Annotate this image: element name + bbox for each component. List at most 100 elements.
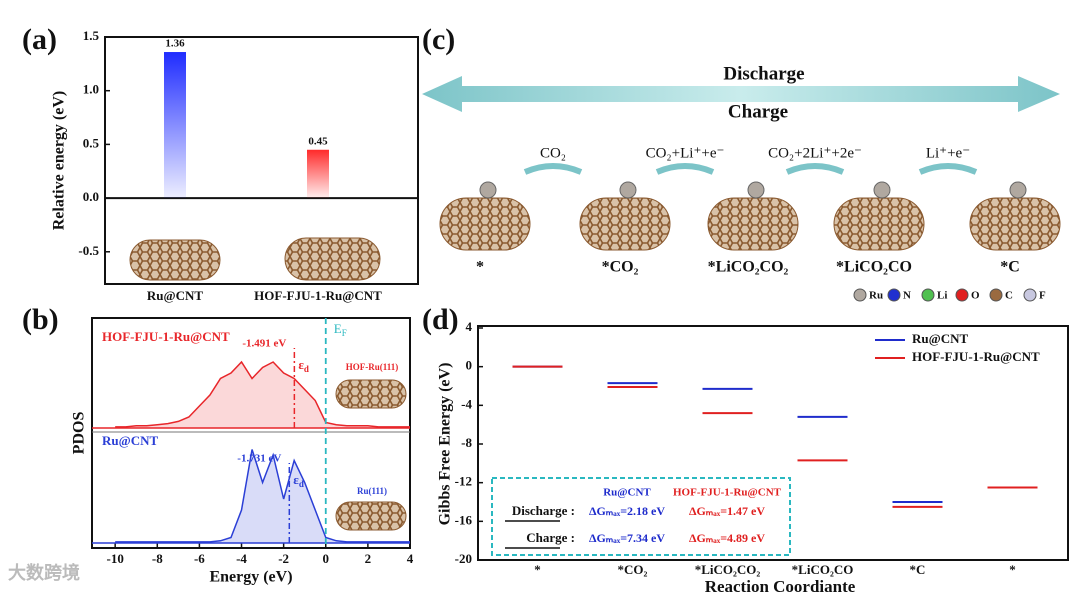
x-tick-label: * xyxy=(534,562,541,577)
inset-row-label: Charge : xyxy=(526,530,575,545)
legend-label: HOF-FJU-1-Ru@CNT xyxy=(912,349,1040,364)
symbol: ε xyxy=(298,357,304,372)
nanotube xyxy=(129,239,221,281)
nanotube xyxy=(284,237,381,281)
nanotube xyxy=(335,379,407,409)
value-label: 1.36 xyxy=(165,38,185,50)
double-arrow xyxy=(422,76,1060,112)
x-tick-label: *LiCO₂CO₂ xyxy=(695,562,761,577)
inset-row-label: Discharge : xyxy=(512,503,575,518)
d-band-symbol: εd xyxy=(298,357,309,374)
symbol: E xyxy=(334,321,342,336)
state-label: * xyxy=(476,259,484,276)
nanotube xyxy=(335,501,407,531)
y-tick-label: -8 xyxy=(461,435,472,450)
nanotube xyxy=(969,197,1061,251)
atom-label: O xyxy=(971,290,980,302)
adsorbate xyxy=(747,181,765,199)
atom-label: F xyxy=(1039,290,1046,302)
arrow-label: Discharge xyxy=(723,63,804,84)
state-label: *LiCO₂CO xyxy=(836,259,912,276)
step-arrow xyxy=(523,163,583,175)
step-arrow xyxy=(655,163,715,175)
nanotube xyxy=(707,197,799,251)
arrow-label: Charge xyxy=(728,101,788,122)
step-label: CO₂+Li⁺+e⁻ xyxy=(646,145,725,161)
y-tick-label: -0.5 xyxy=(78,243,99,258)
symbol: ε xyxy=(293,472,299,487)
adsorbate xyxy=(479,181,497,199)
inset-cell: ΔGₘₐₓ=2.18 eV xyxy=(589,504,665,518)
fermi-label: EF xyxy=(334,321,347,338)
pdos-line xyxy=(115,360,410,428)
step-arrow xyxy=(918,163,978,175)
subscript: d xyxy=(304,364,309,374)
value-label: 0.45 xyxy=(308,135,328,147)
plot-frame xyxy=(477,325,1069,561)
x-tick-label: -2 xyxy=(278,551,289,566)
inset-box xyxy=(491,477,791,556)
x-tick-label: 2 xyxy=(365,551,372,566)
subscript: F xyxy=(342,328,347,338)
state-label: *LiCO₂CO₂ xyxy=(708,259,789,276)
atom-label: Li xyxy=(937,290,947,302)
y-tick-label: 1.0 xyxy=(83,82,99,97)
step-label: Li⁺+e⁻ xyxy=(926,145,970,161)
legend-label: Ru@CNT xyxy=(912,331,968,346)
series-label: HOF-FJU-1-Ru@CNT xyxy=(102,329,230,344)
x-tick-label: * xyxy=(1009,562,1016,577)
x-tick-label: Ru@CNT xyxy=(147,288,203,303)
inset-label: HOF-Ru(111) xyxy=(346,362,399,372)
atom-label: C xyxy=(1005,290,1013,302)
panel-label: (c) xyxy=(422,23,455,56)
y-tick-label: 0 xyxy=(466,358,473,373)
adsorbate xyxy=(873,181,891,199)
bar xyxy=(164,52,186,199)
step-label: CO₂+2Li⁺+2e⁻ xyxy=(768,145,862,161)
y-tick-label: -16 xyxy=(455,512,473,527)
watermark: 大数跨境 xyxy=(8,562,80,584)
atom-swatch xyxy=(921,288,935,302)
x-tick-label: -6 xyxy=(194,551,205,566)
inset-cell: ΔGₘₐₓ=4.89 eV xyxy=(689,531,765,545)
inset-label: Ru(111) xyxy=(357,486,387,496)
step-arrow xyxy=(785,163,845,175)
y-tick-label: 0.0 xyxy=(83,189,99,204)
plot-frame xyxy=(91,317,411,549)
adsorbate xyxy=(619,181,637,199)
state-label: *C xyxy=(1000,259,1020,276)
atom-swatch xyxy=(887,288,901,302)
x-tick-label: *C xyxy=(910,562,926,577)
x-axis-label: Energy (eV) xyxy=(209,569,292,586)
y-axis-label: Relative energy (eV) xyxy=(51,91,68,231)
y-tick-label: 4 xyxy=(466,319,473,334)
subscript: d xyxy=(299,479,304,489)
atom-label: N xyxy=(903,290,911,302)
y-tick-label: -12 xyxy=(455,474,472,489)
d-band-symbol: εd xyxy=(293,472,304,489)
state-label: *CO₂ xyxy=(602,259,639,276)
d-band-label: -1.731 eV xyxy=(237,453,281,465)
nanotube xyxy=(833,197,925,251)
inset-cell: ΔGₘₐₓ=7.34 eV xyxy=(589,531,665,545)
nanotube xyxy=(579,197,671,251)
bar xyxy=(307,149,329,199)
adsorbate xyxy=(1009,181,1027,199)
atom-swatch xyxy=(989,288,1003,302)
x-axis-label: Reaction Coordiante xyxy=(705,577,856,596)
x-tick-label: HOF-FJU-1-Ru@CNT xyxy=(254,288,382,303)
atom-swatch xyxy=(955,288,969,302)
step-label: CO₂ xyxy=(540,145,566,161)
panel-label: (d) xyxy=(422,303,459,336)
x-tick-label: -8 xyxy=(152,551,163,566)
y-axis-label: PDOS xyxy=(71,412,88,455)
nanotube xyxy=(439,197,531,251)
inset-header: HOF-FJU-1-Ru@CNT xyxy=(673,487,782,499)
pdos-area xyxy=(115,449,411,543)
x-tick-label: *CO₂ xyxy=(618,562,648,577)
d-band-label: -1.491 eV xyxy=(242,338,286,350)
x-tick-label: *LiCO₂CO xyxy=(792,562,854,577)
y-tick-label: 0.5 xyxy=(83,135,100,150)
atom-label: Ru xyxy=(869,290,883,302)
atom-swatch xyxy=(853,288,867,302)
